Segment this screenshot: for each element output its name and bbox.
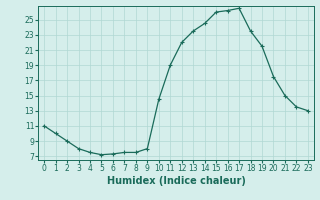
X-axis label: Humidex (Indice chaleur): Humidex (Indice chaleur) [107,176,245,186]
